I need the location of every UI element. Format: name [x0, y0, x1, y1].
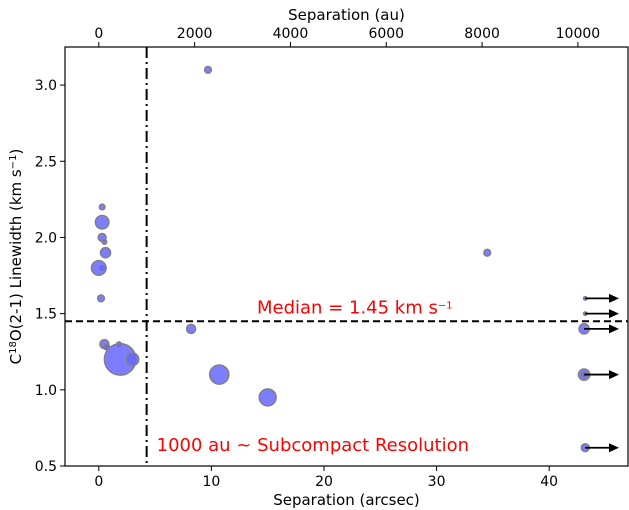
x-tick-label: 30 [428, 474, 446, 490]
y-label-part: O(2-1) Linewidth (km s [7, 169, 25, 341]
y-label-sup: −1 [8, 155, 19, 170]
x-tick-label: 40 [540, 474, 558, 490]
y-label-part: ) [7, 149, 25, 155]
x2-axis-label: Separation (au) [288, 6, 405, 24]
plot-frame [64, 46, 629, 467]
x2-tick-label: 8000 [464, 26, 500, 42]
data-point [185, 323, 197, 335]
limit-arrowhead [608, 324, 619, 334]
labels: 0 10 20 30 40 0.5 1.0 1.5 2.0 2.5 3.0 0 2000 4000 6000… [7, 6, 600, 509]
y-axis-label: C18O(2-1) Linewidth (km s−1) [7, 149, 25, 365]
y-tick-label: 1.0 [35, 383, 57, 399]
y-tick-label: 1.5 [35, 307, 57, 323]
limit-arrowhead [608, 370, 619, 380]
data-point [208, 364, 230, 385]
median-annotation: Median = 1.45 km s−1 [257, 297, 453, 318]
median-label-text: Median = 1.45 km s [257, 297, 438, 318]
limit-arrowhead [608, 309, 619, 319]
y-tick-label: 0.5 [35, 459, 57, 475]
y-tick-label: 3.0 [35, 78, 57, 94]
y-label-sup: 18 [8, 341, 19, 354]
median-label-sup: −1 [438, 300, 453, 311]
reference-lines [65, 47, 628, 466]
data-point [258, 388, 277, 407]
points-layer [90, 65, 619, 453]
y-label-part: C [7, 354, 25, 364]
x-tick-label: 0 [94, 474, 103, 490]
x2-tick-label: 4000 [273, 26, 309, 42]
data-point [203, 65, 213, 74]
y-tick-label: 2.5 [35, 154, 57, 170]
resolution-annotation: 1000 au ~ Subcompact Resolution [157, 435, 469, 456]
limit-arrowhead [608, 293, 619, 303]
y-tick-label: 2.0 [35, 230, 57, 246]
x-axis-label: Separation (arcsec) [273, 491, 420, 509]
data-point [90, 259, 107, 276]
data-point [99, 246, 112, 259]
x2-tick-label: 2000 [177, 26, 213, 42]
data-point [98, 203, 106, 211]
limit-arrowhead [608, 443, 619, 453]
x2-tick-label: 0 [94, 26, 103, 42]
data-point [94, 214, 110, 230]
data-point [96, 294, 106, 303]
data-point [125, 352, 140, 367]
x-tick-label: 20 [315, 474, 333, 490]
x2-tick-label: 6000 [368, 26, 404, 42]
x-tick-label: 10 [202, 474, 220, 490]
ticks [60, 42, 579, 471]
x2-tick-label: 10000 [556, 26, 601, 42]
data-point [483, 248, 492, 257]
data-point [101, 239, 108, 246]
